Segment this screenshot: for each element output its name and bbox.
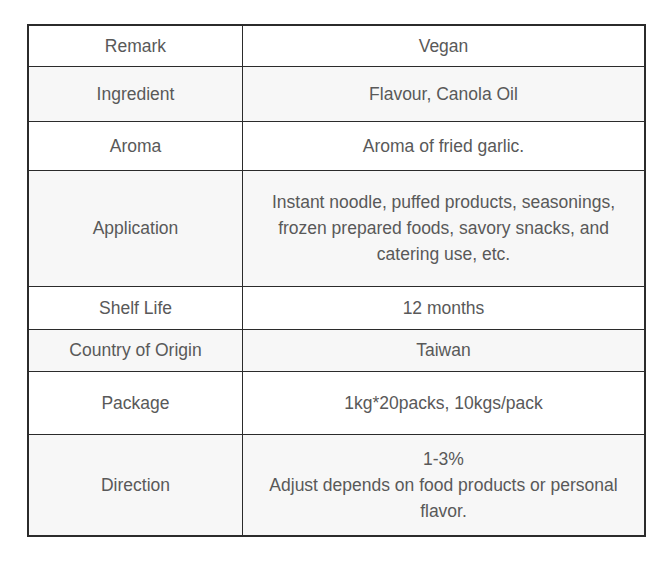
table-row: Package 1kg*20packs, 10kgs/pack xyxy=(28,371,645,434)
table-row: Shelf Life 12 months xyxy=(28,286,645,329)
row-value-aroma: Aroma of fried garlic. xyxy=(243,121,646,170)
row-value-country-of-origin: Taiwan xyxy=(243,329,646,371)
row-label-shelf-life: Shelf Life xyxy=(28,286,243,329)
row-label-remark: Remark xyxy=(28,25,243,66)
row-label-package: Package xyxy=(28,371,243,434)
row-value-direction: 1-3% Adjust depends on food products or … xyxy=(243,434,646,536)
table-row: Ingredient Flavour, Canola Oil xyxy=(28,66,645,121)
row-label-country-of-origin: Country of Origin xyxy=(28,329,243,371)
product-spec-table: Remark Vegan Ingredient Flavour, Canola … xyxy=(27,24,646,537)
page-background: Remark Vegan Ingredient Flavour, Canola … xyxy=(0,24,650,567)
table-row: Remark Vegan xyxy=(28,25,645,66)
row-label-application: Application xyxy=(28,170,243,286)
row-value-application: Instant noodle, puffed products, seasoni… xyxy=(243,170,646,286)
row-value-shelf-life: 12 months xyxy=(243,286,646,329)
row-value-remark: Vegan xyxy=(243,25,646,66)
row-label-direction: Direction xyxy=(28,434,243,536)
row-value-package: 1kg*20packs, 10kgs/pack xyxy=(243,371,646,434)
row-label-ingredient: Ingredient xyxy=(28,66,243,121)
row-value-ingredient: Flavour, Canola Oil xyxy=(243,66,646,121)
row-label-aroma: Aroma xyxy=(28,121,243,170)
table-row: Direction 1-3% Adjust depends on food pr… xyxy=(28,434,645,536)
table-row: Application Instant noodle, puffed produ… xyxy=(28,170,645,286)
table-row: Aroma Aroma of fried garlic. xyxy=(28,121,645,170)
table-row: Country of Origin Taiwan xyxy=(28,329,645,371)
